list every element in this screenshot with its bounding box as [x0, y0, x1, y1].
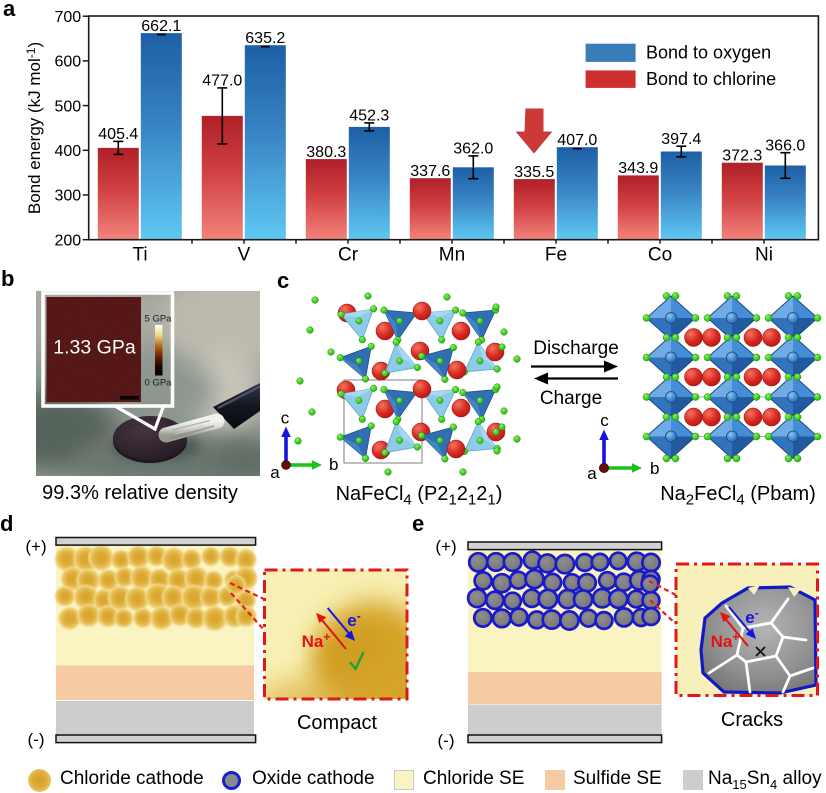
- svg-text:V: V: [238, 244, 251, 262]
- svg-text:500: 500: [54, 98, 81, 115]
- svg-text:(-): (-): [28, 730, 45, 749]
- svg-text:Discharge: Discharge: [533, 338, 619, 359]
- svg-text:Cr: Cr: [338, 244, 359, 262]
- svg-text:200: 200: [54, 232, 81, 249]
- svg-text:Cracks: Cracks: [721, 709, 783, 731]
- svg-text:Co: Co: [648, 244, 672, 262]
- svg-text:380.3: 380.3: [306, 144, 346, 161]
- svg-text:0 GPa: 0 GPa: [145, 378, 173, 389]
- svg-text:400: 400: [54, 143, 81, 160]
- svg-text:300: 300: [54, 188, 81, 205]
- svg-text:5 GPa: 5 GPa: [145, 314, 173, 325]
- svg-text:600: 600: [54, 54, 81, 71]
- svg-text:c: c: [600, 411, 609, 430]
- svg-text:Bond to oxygen: Bond to oxygen: [646, 43, 771, 63]
- svg-text:Na+: Na+: [302, 630, 331, 651]
- svg-text:Mn: Mn: [439, 244, 465, 262]
- svg-text:405.4: 405.4: [98, 126, 138, 143]
- svg-text:662.1: 662.1: [141, 18, 181, 35]
- svg-text:a: a: [587, 464, 597, 483]
- svg-text:362.0: 362.0: [453, 141, 493, 158]
- svg-text:635.2: 635.2: [245, 30, 285, 47]
- svg-text:Charge: Charge: [540, 388, 602, 409]
- svg-text:Ti: Ti: [132, 244, 147, 262]
- svg-text:Na+: Na+: [711, 630, 740, 651]
- svg-text:(-): (-): [438, 731, 455, 750]
- svg-text:397.4: 397.4: [661, 131, 701, 148]
- svg-text:Na2FeCl4 (Pbam): Na2FeCl4 (Pbam): [660, 483, 816, 505]
- svg-text:407.0: 407.0: [557, 132, 597, 149]
- svg-text:b: b: [329, 455, 338, 474]
- svg-text:366.0: 366.0: [765, 137, 805, 154]
- svg-text:b: b: [650, 459, 659, 478]
- svg-text:477.0: 477.0: [202, 73, 242, 90]
- svg-text:Bond to chlorine: Bond to chlorine: [646, 69, 776, 89]
- svg-text:372.3: 372.3: [722, 147, 762, 164]
- svg-text:(+): (+): [435, 537, 456, 556]
- svg-text:c: c: [281, 409, 290, 428]
- svg-text:343.9: 343.9: [618, 160, 658, 177]
- svg-text:337.6: 337.6: [410, 163, 450, 180]
- svg-text:1.33 GPa: 1.33 GPa: [53, 337, 136, 359]
- svg-text:Fe: Fe: [545, 244, 567, 262]
- svg-text:NaFeCl4 (P212121): NaFeCl4 (P212121): [336, 483, 503, 505]
- svg-text:452.3: 452.3: [349, 108, 389, 125]
- svg-text:Bond energy (kJ mol-1): Bond energy (kJ mol-1): [24, 42, 44, 214]
- svg-text:(+): (+): [25, 537, 46, 556]
- svg-text:335.5: 335.5: [514, 164, 554, 181]
- svg-text:700: 700: [54, 9, 81, 26]
- svg-text:Compact: Compact: [297, 712, 377, 734]
- svg-text:a: a: [270, 463, 280, 482]
- svg-text:Ni: Ni: [755, 244, 773, 262]
